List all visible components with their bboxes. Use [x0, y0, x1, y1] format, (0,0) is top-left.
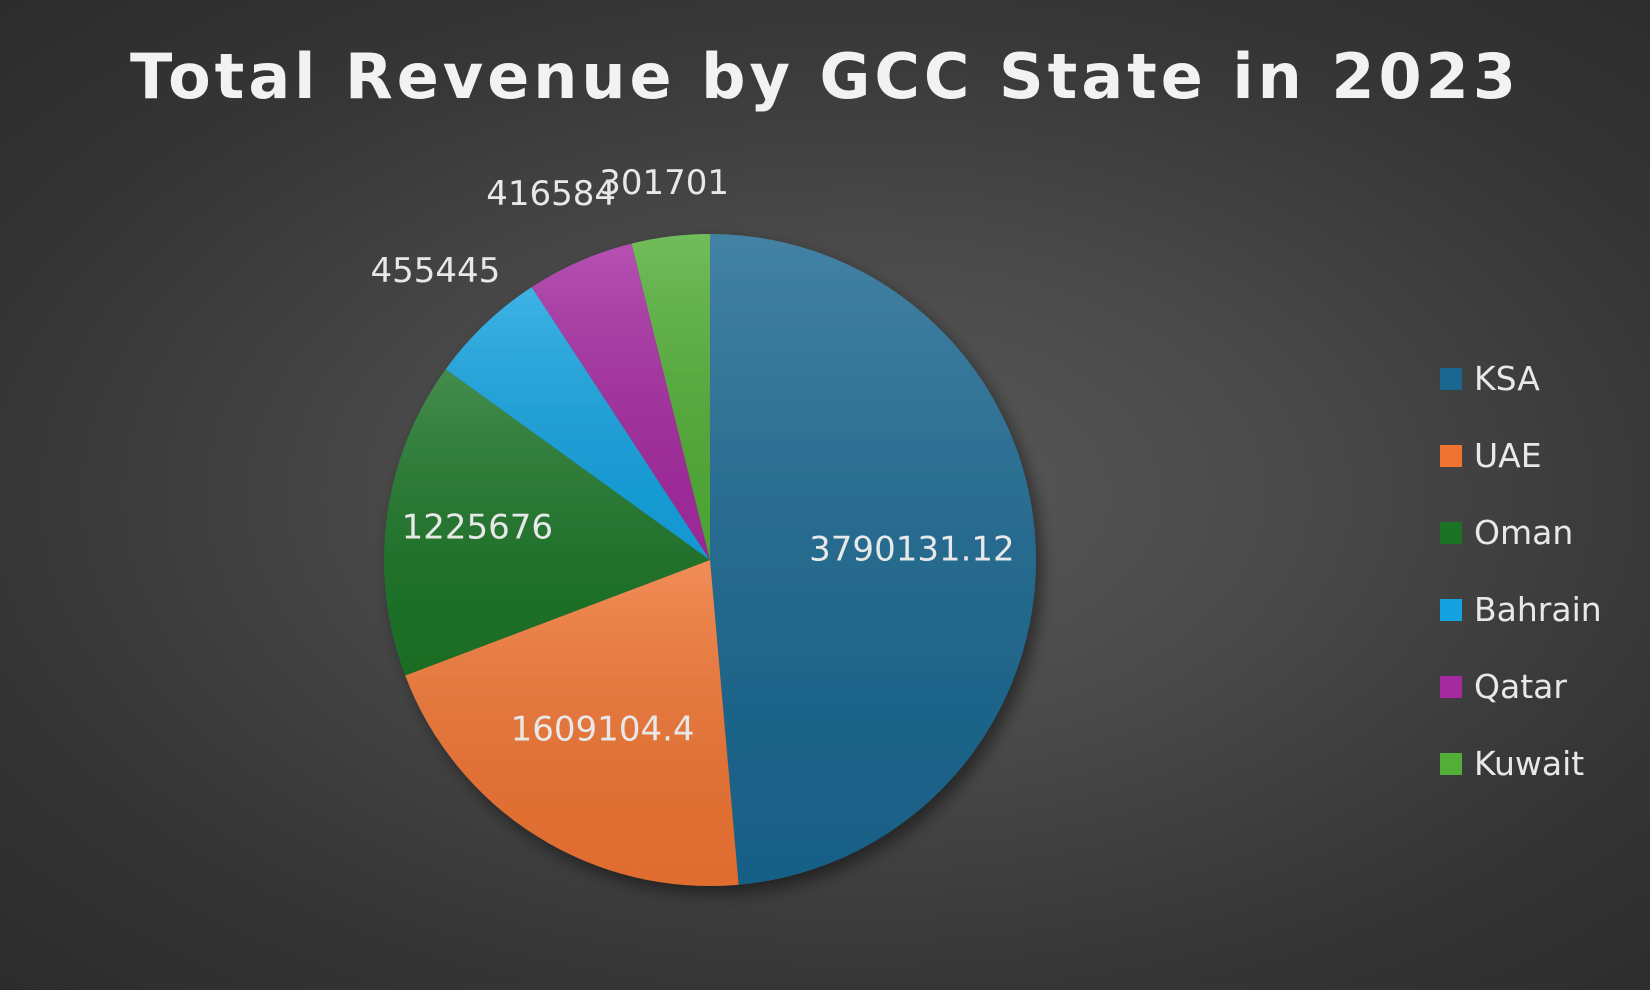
data-label-bahrain: 455445	[370, 251, 500, 291]
legend-label: Qatar	[1474, 667, 1567, 706]
pie-slice-shade	[405, 560, 739, 886]
data-label-oman: 1225676	[402, 508, 553, 548]
pie-slice-ksa	[710, 233, 1037, 885]
legend-label: UAE	[1474, 436, 1542, 475]
legend-swatch	[1440, 598, 1462, 621]
legend-swatch	[1440, 752, 1462, 775]
pie-slices	[383, 233, 1037, 886]
legend-item-kuwait: Kuwait	[1440, 725, 1602, 802]
pie-slice-shade	[445, 287, 710, 560]
data-label-qatar: 416584	[486, 174, 616, 214]
data-label-kuwait: 301701	[599, 163, 729, 203]
pie-slice-shade	[531, 243, 710, 560]
legend-swatch	[1440, 521, 1462, 544]
legend-swatch	[1440, 444, 1462, 467]
data-label-ksa: 3790131.12	[809, 530, 1015, 570]
pie-slice-shade	[710, 233, 1037, 885]
chart-legend: KSA UAE Oman Bahrain Qatar Kuwait	[1440, 340, 1602, 802]
legend-item-uae: UAE	[1440, 417, 1602, 494]
legend-item-qatar: Qatar	[1440, 648, 1602, 725]
legend-item-bahrain: Bahrain	[1440, 571, 1602, 648]
pie-slice-bahrain	[445, 287, 710, 560]
pie-slice-shade	[631, 234, 710, 560]
legend-item-ksa: KSA	[1440, 340, 1602, 417]
pie-data-labels: 3790131.12 1609104.4 1225676 455445 41658430…	[370, 163, 1014, 750]
pie-slice-qatar	[531, 243, 710, 560]
pie-slice-oman	[383, 369, 710, 676]
pie-slice-kuwait	[631, 234, 710, 560]
legend-item-oman: Oman	[1440, 494, 1602, 571]
chart-title: Total Revenue by GCC State in 2023	[130, 40, 1520, 113]
pie-slice-shade	[383, 369, 710, 676]
legend-label: Kuwait	[1474, 744, 1585, 783]
legend-label: KSA	[1474, 359, 1540, 398]
legend-swatch	[1440, 367, 1462, 390]
data-label-uae: 1609104.4	[511, 710, 695, 750]
legend-label: Oman	[1474, 513, 1574, 552]
pie-slice-uae	[405, 560, 739, 886]
legend-label: Bahrain	[1474, 590, 1602, 629]
legend-swatch	[1440, 675, 1462, 698]
